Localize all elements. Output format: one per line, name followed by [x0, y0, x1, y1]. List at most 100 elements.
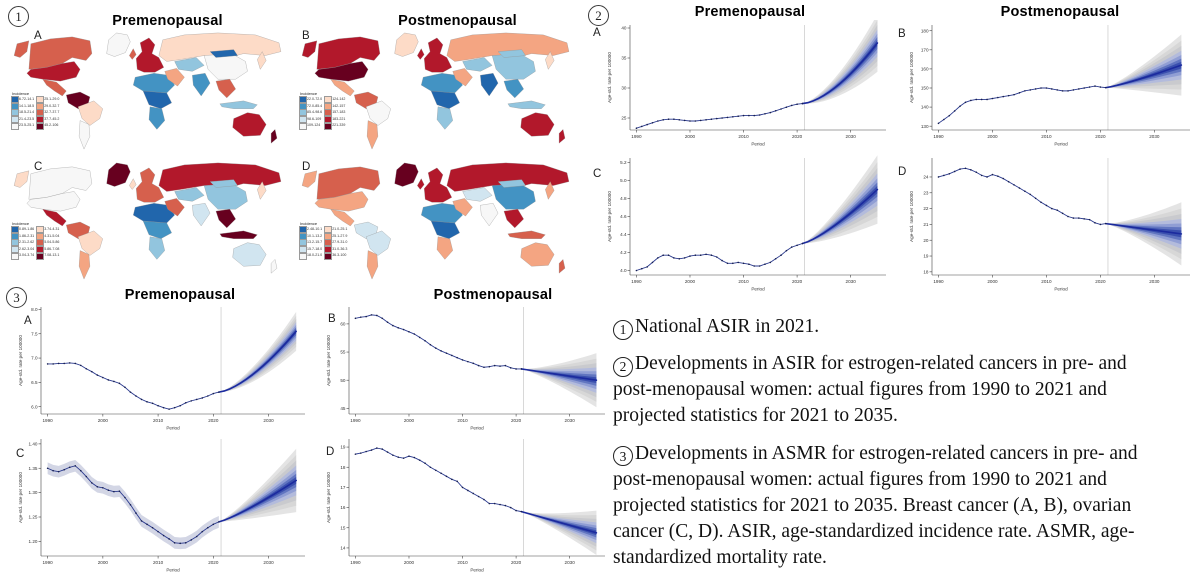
data-point-marker	[1018, 91, 1021, 94]
x-tick-label: 2020	[792, 279, 803, 284]
data-point-marker	[764, 113, 766, 115]
y-tick-label: 160	[921, 67, 929, 72]
map-legend-entry: 32.7-37.7	[36, 109, 60, 117]
map-region-mongolia	[209, 49, 238, 58]
y-tick-label: 140	[921, 105, 929, 110]
x-tick-label: 2010	[738, 279, 749, 284]
data-point-marker	[151, 402, 154, 405]
map-region-japan	[545, 51, 555, 70]
y-tick-label: 18	[923, 269, 929, 274]
data-point-marker	[796, 103, 798, 105]
data-point-marker	[63, 468, 65, 471]
data-point-marker	[79, 469, 82, 472]
map-region-indonesia	[219, 100, 258, 109]
map-region-uk	[129, 48, 137, 60]
map-d-panel-letter: D	[302, 161, 311, 173]
data-point-marker	[472, 362, 475, 365]
data-point-marker	[424, 462, 426, 465]
map-legend-entry: 10.1-13.2	[299, 232, 322, 240]
data-point-marker	[651, 122, 654, 124]
map-region-mideast	[164, 198, 185, 217]
y-tick-label: 150	[921, 86, 929, 91]
map-region-africa_s	[436, 236, 453, 260]
data-point-marker	[948, 114, 951, 117]
projection-fan-band	[802, 162, 878, 244]
map-region-india	[192, 203, 211, 227]
caption-item-3: 3 Developments in ASMR for estrogen-relat…	[613, 441, 1158, 572]
data-point-marker	[140, 520, 143, 522]
y-tick-label: 8.0	[31, 307, 38, 312]
map-legend-entry: 2.48-10.1	[299, 226, 322, 234]
legend-swatch	[36, 109, 44, 117]
map-region-india	[480, 73, 499, 97]
legend-swatch	[324, 226, 332, 234]
data-point-marker	[964, 167, 967, 170]
y-tick-label: 21	[923, 222, 929, 227]
data-point-marker	[1088, 218, 1091, 221]
legend-range-label: 109-124	[307, 123, 321, 128]
data-point-marker	[146, 401, 148, 403]
data-point-marker	[721, 117, 723, 119]
data-point-marker	[764, 263, 766, 265]
data-point-marker	[212, 392, 215, 395]
data-point-marker	[434, 347, 437, 349]
data-point-marker	[397, 327, 400, 329]
data-point-marker	[758, 114, 761, 116]
data-point-marker	[483, 366, 485, 369]
line-chart-asir-premenopausal-ovarian: 4.0 4.2 4.4 4.6 4.8 5.0 5.2 1990 2000 2010 2020 203…	[603, 153, 891, 293]
data-point-marker	[440, 350, 442, 352]
legend-swatch	[324, 96, 332, 104]
data-point-marker	[509, 367, 512, 369]
x-tick-label: 2010	[153, 418, 164, 423]
legend-range-label: 18.0-21.0	[307, 253, 323, 258]
x-tick-label: 2010	[1041, 279, 1052, 284]
map-region-seasia	[215, 209, 236, 229]
line-chart-svg: 14 15 16 17 18 19 1990 2000 2010 2020 2030 Period Ag…	[326, 439, 605, 573]
legend-range-label: 18.5-21.4	[19, 110, 35, 115]
data-point-marker	[790, 246, 793, 248]
caption-text-2: Developments in ASIR for estrogen-relate…	[613, 353, 1127, 427]
map-legend-entry: 7.08-13.1	[36, 252, 59, 260]
map-region-mongolia	[209, 179, 238, 188]
data-point-marker	[801, 102, 804, 105]
historical-uncertainty-band	[47, 459, 219, 550]
y-tick-label: 55	[340, 350, 346, 355]
map-region-china	[203, 183, 248, 210]
map-region-greenland	[394, 162, 419, 187]
data-point-marker	[1002, 177, 1005, 180]
y-tick-label: 170	[921, 47, 929, 52]
data-point-marker	[402, 328, 405, 331]
data-point-marker	[732, 116, 734, 118]
map-legend-entry: 142-157	[324, 102, 345, 110]
data-point-marker	[370, 449, 373, 451]
map-region-alaska	[301, 40, 318, 58]
map-region-japan	[257, 181, 267, 200]
y-tick-label: 5.0	[620, 178, 627, 183]
x-tick-label: 2030	[565, 418, 576, 423]
x-tick-label: 2030	[263, 418, 274, 423]
map-region-argentina	[78, 120, 91, 150]
data-point-marker	[52, 469, 54, 472]
legend-range-label: 5.86-7.08	[44, 246, 60, 251]
x-tick-label: 2030	[1149, 279, 1160, 284]
data-point-marker	[218, 391, 220, 393]
data-point-marker	[1067, 90, 1069, 92]
map-legend-entry: 18.0-21.0	[299, 252, 323, 260]
circled-number-2: 2	[613, 356, 633, 377]
legend-range-label: 32.7-37.7	[44, 110, 60, 115]
data-point-marker	[1083, 218, 1086, 220]
x-tick-label: 2030	[846, 279, 857, 284]
legend-swatch	[11, 122, 19, 130]
map-region-mideast	[452, 198, 473, 217]
section-2-marker: 2	[588, 5, 609, 26]
data-point-marker	[162, 406, 165, 409]
projection-center-line	[520, 510, 598, 534]
x-tick-label: 2030	[263, 560, 274, 565]
data-point-marker	[1034, 88, 1037, 90]
data-point-marker	[1029, 89, 1032, 91]
data-point-marker	[445, 475, 448, 478]
map-region-africa_c	[430, 90, 460, 109]
data-point-marker	[413, 333, 416, 335]
y-axis-label: Age-std. rate per 100000	[326, 472, 331, 523]
historical-line	[355, 314, 522, 370]
